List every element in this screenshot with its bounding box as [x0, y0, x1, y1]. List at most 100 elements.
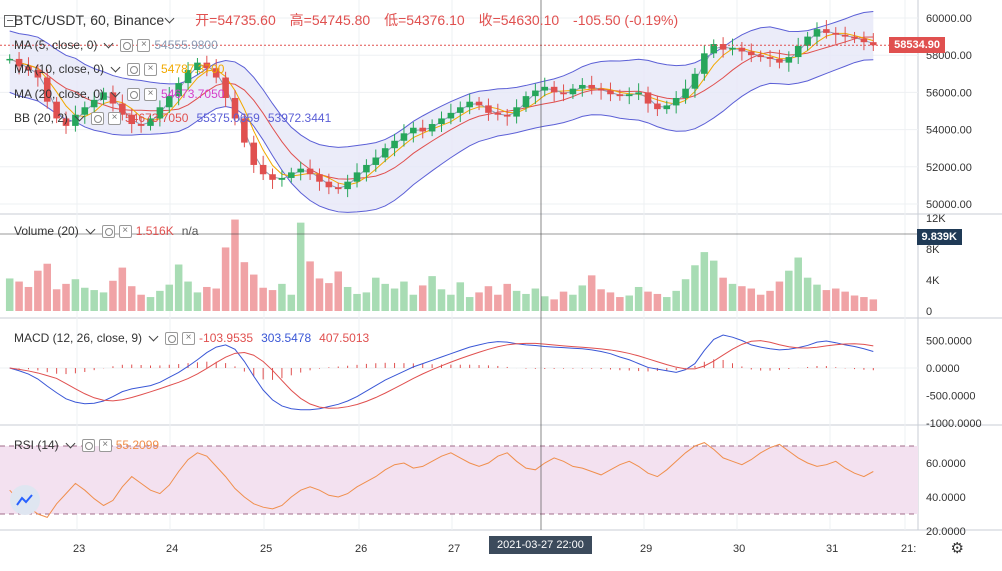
chevron-down-icon[interactable]: [110, 87, 121, 98]
indicator-name: MA (5, close, 0): [14, 38, 98, 52]
open-value: 开=54735.60: [195, 12, 276, 28]
candle-body: [532, 90, 539, 97]
candle-body: [297, 168, 304, 173]
close-icon[interactable]: ×: [144, 62, 158, 76]
legend-rsi[interactable]: RSI (14) × 55.2099: [14, 438, 167, 452]
legend-bb[interactable]: BB (20, 2) × 54673.7050 55375.0659 53972…: [14, 111, 339, 125]
volume-bar: [146, 297, 155, 311]
volume-bar: [418, 285, 427, 311]
chevron-down-icon[interactable]: [74, 111, 85, 122]
volume-bar: [700, 252, 709, 311]
candle-body: [428, 124, 436, 132]
legend-ma10[interactable]: MA (10, close, 0) × 54787.3700: [14, 62, 232, 76]
candle-body: [316, 174, 323, 182]
close-icon[interactable]: ×: [118, 224, 132, 238]
volume-bar: [541, 296, 549, 311]
close-icon[interactable]: ×: [144, 87, 158, 101]
candle-body: [560, 92, 567, 95]
eye-icon[interactable]: [127, 87, 141, 101]
volume-bar: [184, 281, 192, 311]
volume-bar: [81, 287, 89, 311]
volume-bar: [268, 290, 277, 311]
volume-bar: [832, 288, 840, 311]
candle-body: [34, 70, 42, 78]
candle-body: [841, 34, 849, 37]
close-icon[interactable]: ×: [137, 38, 151, 52]
eye-icon[interactable]: [81, 438, 95, 452]
chevron-down-icon[interactable]: [65, 438, 76, 449]
candle-body: [288, 172, 295, 178]
candle-body: [325, 181, 333, 188]
legend-macd[interactable]: MACD (12, 26, close, 9) × -103.9535 303.…: [14, 331, 377, 345]
volume-bar: [296, 222, 305, 311]
candle-body: [738, 47, 746, 52]
legend-ma20[interactable]: MA (20, close, 0) × 54673.7050: [14, 87, 232, 101]
candle-body: [278, 177, 286, 180]
candle-body: [306, 168, 314, 175]
candle-body: [372, 157, 380, 165]
candle-body: [53, 101, 60, 119]
macd-tick-label: 500.0000: [926, 336, 972, 348]
chevron-down-icon[interactable]: [148, 331, 159, 342]
volume-bar: [15, 281, 23, 311]
time-tick-label: 23: [73, 543, 85, 555]
candle-body: [156, 107, 164, 119]
volume-bar: [644, 291, 652, 311]
volume-bar: [287, 294, 296, 311]
eye-icon[interactable]: [165, 331, 179, 345]
chart-style-icon[interactable]: [10, 485, 40, 515]
gear-icon[interactable]: ⚙: [950, 540, 964, 557]
indicator-value: 54787.3700: [161, 62, 225, 76]
candle-body: [72, 114, 79, 126]
legend-ma5[interactable]: MA (5, close, 0) × 54555.9800: [14, 38, 226, 52]
candle-body: [832, 32, 840, 35]
volume-bar: [503, 283, 511, 311]
volume-bar: [822, 290, 831, 311]
close-icon[interactable]: ×: [182, 331, 196, 345]
close-icon[interactable]: ×: [98, 438, 112, 452]
candle-body: [588, 84, 595, 89]
volume-bar: [578, 285, 587, 311]
eye-icon[interactable]: [127, 62, 141, 76]
eye-icon[interactable]: [120, 38, 134, 52]
chevron-down-icon[interactable]: [85, 224, 96, 235]
eye-icon[interactable]: [101, 224, 115, 238]
candle-body: [231, 97, 239, 119]
eye-icon[interactable]: [91, 111, 105, 125]
chevron-down-icon[interactable]: [110, 62, 121, 73]
candle-body: [494, 112, 502, 115]
macd-tick-label: -1000.0000: [926, 418, 982, 430]
indicator-name: MACD (12, 26, close, 9): [14, 331, 143, 345]
volume-tick-label: 12K: [926, 213, 946, 225]
candle-body: [6, 58, 13, 61]
close-icon[interactable]: ×: [108, 111, 122, 125]
macd-hist-value: -103.9535: [199, 331, 254, 345]
candle-body: [522, 96, 530, 108]
indicator-value: 54673.7050: [161, 87, 225, 101]
candle-body: [100, 92, 107, 100]
collapse-icon[interactable]: [4, 15, 16, 27]
candle-body: [654, 103, 661, 110]
change-value: -105.50 (-0.19%): [573, 12, 679, 28]
candle-body: [334, 187, 342, 190]
macd-tick-label: 0.0000: [926, 363, 960, 375]
candle-body: [513, 107, 520, 117]
volume-tick-label: 4K: [926, 275, 940, 287]
chevron-down-icon[interactable]: [103, 38, 114, 49]
candle-body: [729, 47, 736, 50]
chevron-down-icon[interactable]: [164, 13, 175, 24]
volume-extra: n/a: [181, 224, 199, 238]
candle-body: [785, 57, 793, 63]
candle-body: [644, 92, 652, 104]
current-volume-label: 9.839K: [916, 229, 962, 245]
volume-bar: [663, 297, 671, 311]
candle-body: [625, 94, 633, 97]
ohlc-values: 开=54735.60 高=54745.80 低=54376.10 收=54630…: [195, 10, 688, 30]
symbol-title[interactable]: BTC/USDT, 60, Binance: [14, 12, 165, 28]
candle-body: [766, 57, 774, 59]
time-tick-label: 21:: [901, 543, 916, 555]
macd-tick-label: -500.0000: [926, 391, 976, 403]
volume-bar: [62, 283, 70, 311]
legend-volume[interactable]: Volume (20) × 1.516K n/a: [14, 224, 206, 238]
